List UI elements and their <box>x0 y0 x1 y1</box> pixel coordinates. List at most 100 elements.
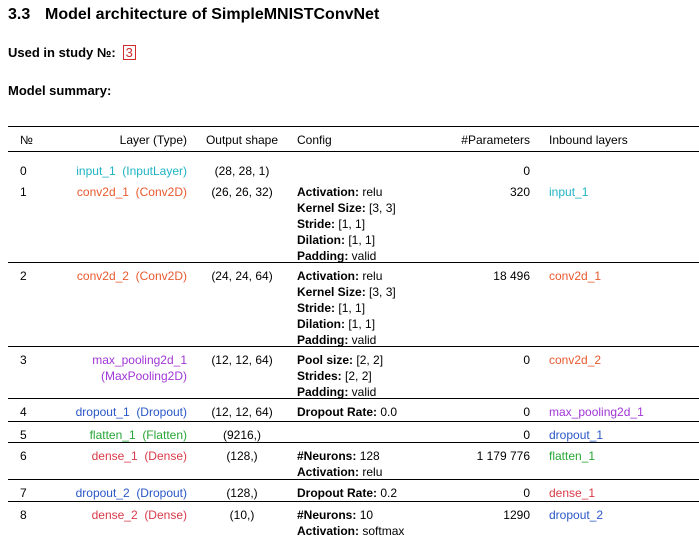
inbound-layer-link[interactable]: input_1 <box>549 185 589 199</box>
layer-cell: flatten_1 (Flatten) <box>90 427 187 443</box>
config-line: Padding: valid <box>297 248 376 264</box>
config-value: [1, 1] <box>348 317 376 331</box>
config-value: [2, 2] <box>356 353 384 367</box>
parameter-count: 18 496 <box>493 269 530 283</box>
config-line: Activation: relu <box>297 464 382 480</box>
layer-type[interactable]: (Dropout) <box>136 405 187 419</box>
parameter-count: 320 <box>509 185 530 199</box>
layer-cell: dense_1 (Dense) <box>92 448 187 464</box>
study-number-link[interactable]: 3 <box>122 45 136 60</box>
row-separator <box>8 346 699 347</box>
config-line: Dropout Rate: 0.2 <box>297 485 397 501</box>
layer-type[interactable]: (Conv2D) <box>135 269 187 283</box>
config-key: Padding: <box>297 249 349 263</box>
row-number: 3 <box>20 353 27 367</box>
config-line: #Neurons: 10 <box>297 507 373 523</box>
row-separator <box>8 442 699 443</box>
config-key: Activation: <box>297 185 360 199</box>
layer-type[interactable]: (InputLayer) <box>122 164 187 178</box>
config-line: Pool size: [2, 2] <box>297 352 383 368</box>
layer-name[interactable]: dropout_1 <box>75 405 130 419</box>
config-key: Dilation: <box>297 233 345 247</box>
layer-name[interactable]: conv2d_2 <box>76 269 129 283</box>
layer-cell: input_1 (InputLayer) <box>76 163 187 179</box>
section-number: 3.3 <box>8 6 31 23</box>
config-value: [3, 3] <box>369 285 396 299</box>
layer-type[interactable]: (Dense) <box>144 449 187 463</box>
config-key: Pool size: <box>297 353 354 367</box>
config-key: Padding: <box>297 333 349 347</box>
config-value: [2, 2] <box>345 369 372 383</box>
study-line: Used in study №: 3 <box>8 45 136 60</box>
output-shape: (10,) <box>229 508 255 522</box>
output-shape: (9216,) <box>222 428 262 442</box>
row-separator <box>8 262 699 263</box>
row-number: 5 <box>20 428 27 442</box>
study-label: Used in study №: <box>8 45 116 60</box>
layer-type[interactable]: (Dense) <box>144 508 187 522</box>
output-shape: (12, 12, 64) <box>211 405 273 419</box>
config-value: valid <box>351 249 377 263</box>
layer-type[interactable]: (MaxPooling2D) <box>100 369 187 383</box>
output-shape: (28, 28, 1) <box>214 164 270 178</box>
row-number: 7 <box>20 486 27 500</box>
layer-type[interactable]: (Dropout) <box>136 486 187 500</box>
layer-name[interactable]: conv2d_1 <box>76 185 129 199</box>
layer-name[interactable]: input_1 <box>76 164 116 178</box>
config-line: #Neurons: 128 <box>297 448 380 464</box>
config-key: Stride: <box>297 301 336 315</box>
config-key: Strides: <box>297 369 342 383</box>
config-line: Activation: relu <box>297 268 382 284</box>
config-line: Dilation: [1, 1] <box>297 316 375 332</box>
layer-cell: conv2d_1 (Conv2D) <box>77 184 187 200</box>
inbound-layer-link[interactable]: conv2d_2 <box>549 353 602 367</box>
layer-type[interactable]: (Flatten) <box>142 428 187 442</box>
config-value: relu <box>362 185 383 199</box>
row-separator <box>8 421 699 422</box>
row-number: 0 <box>20 164 27 178</box>
config-value: [1, 1] <box>348 233 376 247</box>
inbound-layer-link[interactable]: dropout_2 <box>549 508 604 522</box>
config-line: Activation: relu <box>297 184 382 200</box>
inbound-layer-link[interactable]: max_pooling2d_1 <box>549 405 644 419</box>
layer-name[interactable]: dense_2 <box>91 508 138 522</box>
parameter-count: 0 <box>523 353 530 367</box>
inbound-layer-link[interactable]: conv2d_1 <box>549 269 602 283</box>
config-key: Padding: <box>297 385 349 399</box>
parameter-count: 1290 <box>503 508 530 522</box>
layer-name[interactable]: dense_1 <box>91 449 138 463</box>
config-value: 128 <box>359 449 380 463</box>
config-value: 10 <box>359 508 374 522</box>
config-key: Dropout Rate: <box>297 405 377 419</box>
output-shape: (128,) <box>226 486 258 500</box>
output-shape: (12, 12, 64) <box>211 353 273 367</box>
row-number: 8 <box>20 508 27 522</box>
config-value: softmax <box>362 524 405 538</box>
layer-cell: dropout_2 (Dropout) <box>76 485 187 501</box>
config-line: Stride: [1, 1] <box>297 300 365 316</box>
header-parameters: #Parameters <box>461 133 530 147</box>
config-key: Activation: <box>297 465 360 479</box>
row-separator <box>8 398 699 399</box>
config-key: Dilation: <box>297 317 345 331</box>
layer-name[interactable]: max_pooling2d_1 <box>92 353 187 367</box>
header-rule <box>8 151 699 152</box>
inbound-layer-link[interactable]: flatten_1 <box>549 449 596 463</box>
config-line: Kernel Size: [3, 3] <box>297 200 396 216</box>
layer-name[interactable]: dropout_2 <box>75 486 130 500</box>
config-line: Dropout Rate: 0.0 <box>297 404 397 420</box>
layer-type[interactable]: (Conv2D) <box>135 185 187 199</box>
parameter-count: 0 <box>523 428 530 442</box>
inbound-layer-link[interactable]: dropout_1 <box>549 428 604 442</box>
layer-name[interactable]: flatten_1 <box>89 428 136 442</box>
section-heading: 3.3 Model architecture of SimpleMNISTConv… <box>8 6 379 24</box>
config-value: [1, 1] <box>338 301 366 315</box>
config-key: Kernel Size: <box>297 285 366 299</box>
config-key: Dropout Rate: <box>297 486 377 500</box>
config-value: valid <box>351 333 377 347</box>
header-config: Config <box>297 133 332 147</box>
config-line: Strides: [2, 2] <box>297 368 372 384</box>
header-inbound-layers: Inbound layers <box>549 133 628 147</box>
inbound-layer-link[interactable]: dense_1 <box>549 486 596 500</box>
config-value: 0.0 <box>380 405 398 419</box>
